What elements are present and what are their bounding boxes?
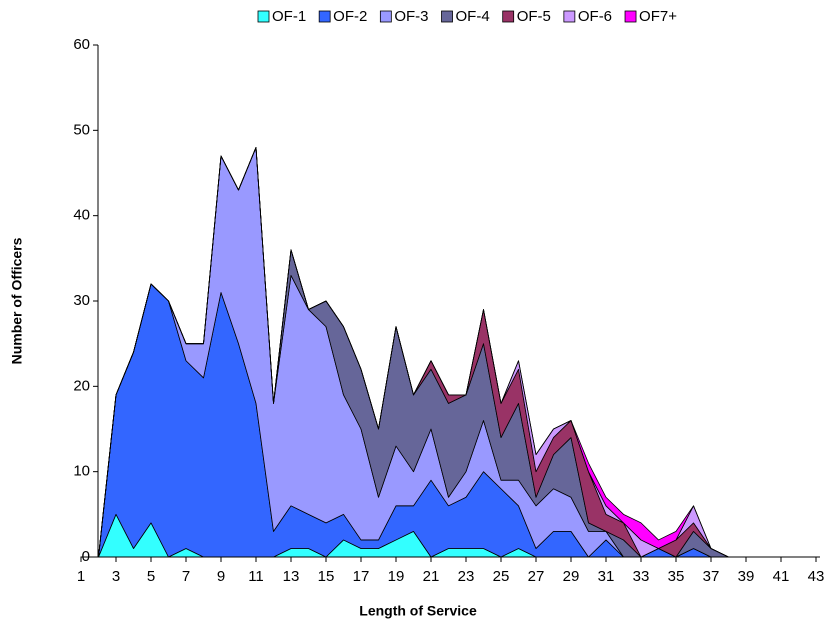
y-axis-title: Number of Officers — [9, 237, 25, 364]
legend-label: OF-5 — [517, 8, 551, 25]
x-tick-label: 39 — [738, 568, 755, 585]
legend-label: OF-3 — [394, 8, 428, 25]
legend-swatch — [563, 10, 576, 23]
x-tick-label: 13 — [283, 568, 300, 585]
x-tick-label: 25 — [493, 568, 510, 585]
legend-label: OF-6 — [578, 8, 612, 25]
x-tick-label: 35 — [668, 568, 685, 585]
x-tick-label: 11 — [248, 568, 264, 585]
legend-swatch — [379, 10, 392, 23]
x-tick-label: 19 — [388, 568, 405, 585]
y-tick-label: 60 — [73, 36, 90, 53]
y-tick-label: 20 — [73, 377, 90, 394]
legend-label: OF-2 — [333, 8, 367, 25]
y-tick-label: 50 — [73, 121, 90, 138]
y-tick-label: 30 — [73, 292, 90, 309]
legend-label: OF7+ — [639, 8, 677, 25]
legend-swatch — [257, 10, 270, 23]
legend-label: OF-1 — [272, 8, 306, 25]
x-tick-label: 9 — [217, 568, 225, 585]
x-tick-label: 3 — [112, 568, 120, 585]
x-tick-label: 31 — [598, 568, 615, 585]
x-tick-label: 1 — [77, 568, 85, 585]
legend-swatch — [318, 10, 331, 23]
x-tick-label: 21 — [423, 568, 440, 585]
legend-swatch — [502, 10, 515, 23]
x-tick-label: 23 — [458, 568, 475, 585]
legend-label: OF-4 — [456, 8, 490, 25]
x-tick-label: 17 — [353, 568, 370, 585]
x-tick-label: 43 — [808, 568, 825, 585]
x-tick-label: 5 — [147, 568, 155, 585]
legend-swatch — [441, 10, 453, 23]
x-tick-label: 41 — [773, 568, 790, 585]
y-tick-label: 0 — [82, 548, 90, 565]
x-tick-label: 33 — [633, 568, 650, 585]
x-tick-label: 37 — [703, 568, 720, 585]
x-tick-label: 27 — [528, 568, 545, 585]
x-tick-label: 7 — [182, 568, 190, 585]
legend-swatch — [624, 10, 637, 23]
y-tick-label: 10 — [73, 463, 90, 480]
x-axis-title: Length of Service — [359, 603, 477, 619]
x-tick-label: 15 — [318, 568, 335, 585]
x-tick-label: 29 — [563, 568, 580, 585]
y-tick-label: 40 — [73, 207, 90, 224]
